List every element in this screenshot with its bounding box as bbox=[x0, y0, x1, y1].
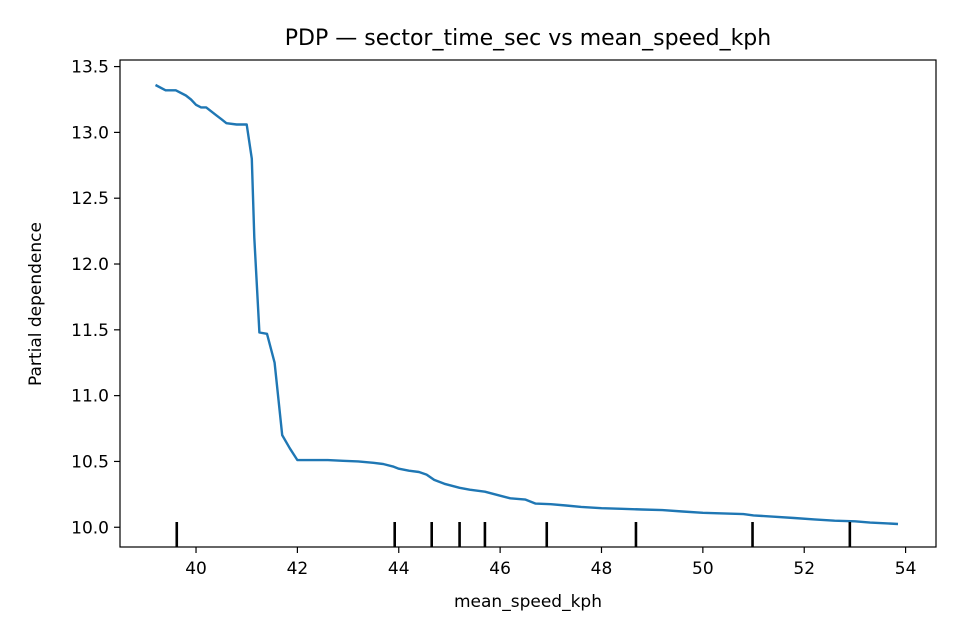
y-tick-label: 11.0 bbox=[71, 387, 109, 407]
x-tick-label: 46 bbox=[489, 559, 511, 579]
y-tick-label: 10.5 bbox=[71, 452, 109, 472]
y-tick-label: 13.5 bbox=[71, 58, 109, 78]
plot-area: 40 42 44 46 48 50 52 54 10.0 10.5 11.0 11.5 12.0 12.5… bbox=[71, 58, 937, 579]
y-tick-label: 12.0 bbox=[71, 255, 109, 275]
x-tick-label: 44 bbox=[388, 559, 410, 579]
y-tick-label: 10.0 bbox=[71, 518, 109, 538]
series-line bbox=[154, 83, 899, 526]
x-tick-label: 40 bbox=[185, 559, 207, 579]
x-tick-label: 48 bbox=[591, 559, 613, 579]
y-tick-label: 12.5 bbox=[71, 189, 109, 209]
y-tick-label: 11.5 bbox=[71, 321, 109, 341]
x-tick-label: 50 bbox=[692, 559, 714, 579]
y-tick-label: 13.0 bbox=[71, 123, 109, 143]
x-tick-label: 54 bbox=[895, 559, 917, 579]
y-axis-label: Partial dependence bbox=[26, 222, 46, 386]
x-tick-label: 42 bbox=[287, 559, 309, 579]
chart-title: PDP — sector_time_sec vs mean_speed_kph bbox=[285, 26, 771, 51]
x-axis-label: mean_speed_kph bbox=[454, 592, 602, 612]
plot-frame bbox=[119, 59, 937, 548]
x-tick-label: 52 bbox=[793, 559, 815, 579]
